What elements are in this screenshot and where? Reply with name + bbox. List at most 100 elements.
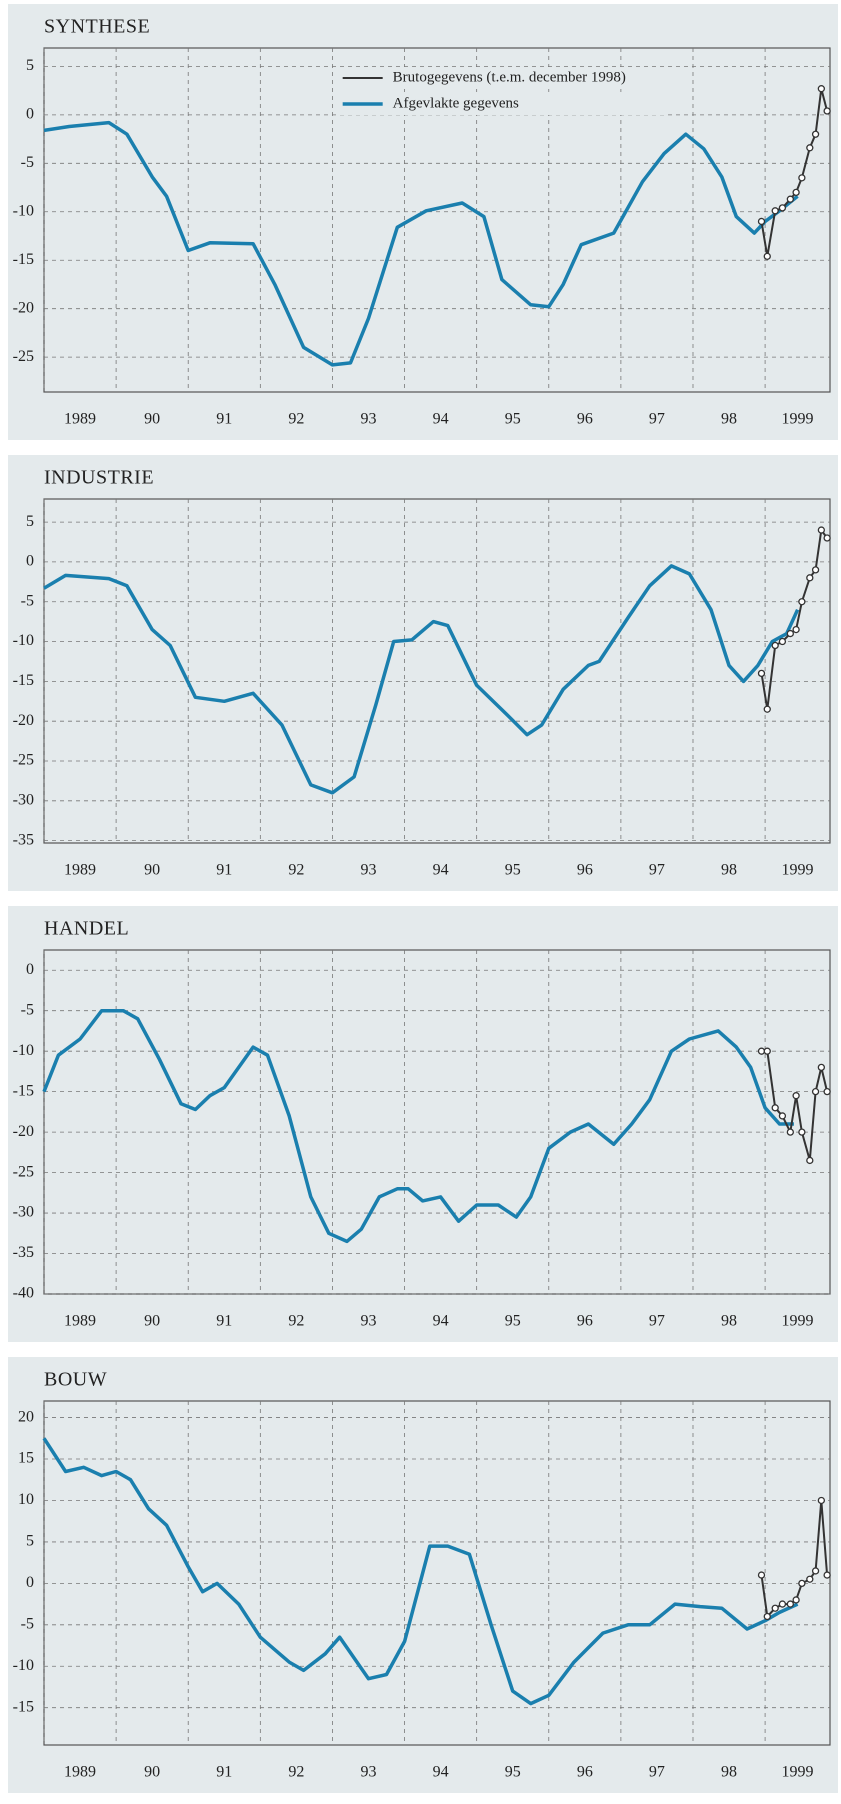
y-tick-label: -10 xyxy=(13,1042,34,1059)
y-tick-label: 0 xyxy=(26,553,34,570)
x-tick-label: 1989 xyxy=(64,1313,96,1330)
data-point xyxy=(798,598,806,606)
chart-title: INDUSTRIE xyxy=(44,467,154,489)
data-point xyxy=(792,188,800,197)
data-point xyxy=(806,144,814,152)
y-tick-label: -35 xyxy=(13,831,34,848)
x-tick-label: 97 xyxy=(649,1313,665,1330)
x-tick-label: 92 xyxy=(288,862,304,879)
x-tick-label: 92 xyxy=(288,1313,304,1330)
data-point xyxy=(757,669,766,678)
y-tick-label: 5 xyxy=(26,513,34,530)
data-point xyxy=(817,85,825,93)
y-tick-label: -25 xyxy=(13,1163,34,1180)
x-tick-label: 96 xyxy=(577,862,593,879)
x-tick-label: 1999 xyxy=(782,1764,814,1781)
x-tick-label: 94 xyxy=(433,1313,449,1330)
data-point xyxy=(763,1612,771,1621)
y-tick-label: -10 xyxy=(13,632,34,649)
x-tick-label: 90 xyxy=(144,1313,160,1330)
x-tick-label: 1989 xyxy=(64,862,96,879)
x-tick-label: 93 xyxy=(360,411,376,428)
x-tick-label: 1999 xyxy=(782,862,814,879)
chart-title: SYNTHESE xyxy=(44,16,150,38)
series-line xyxy=(42,1008,794,1244)
x-tick-label: 95 xyxy=(505,1313,521,1330)
data-point xyxy=(771,1104,779,1112)
y-tick-label: 10 xyxy=(18,1491,34,1508)
x-tick-label: 93 xyxy=(360,862,376,879)
x-tick-label: 96 xyxy=(577,1313,593,1330)
y-tick-label: 20 xyxy=(18,1408,34,1425)
y-tick-label: -40 xyxy=(13,1285,34,1302)
x-tick-label: 93 xyxy=(360,1764,376,1781)
data-point xyxy=(792,625,800,634)
data-point xyxy=(823,534,831,542)
data-point xyxy=(792,1092,800,1100)
data-point xyxy=(798,174,806,182)
data-point xyxy=(778,1600,787,1608)
data-point xyxy=(823,107,831,115)
chart-title: BOUW xyxy=(44,1369,107,1391)
x-tick-label: 90 xyxy=(144,411,160,428)
y-tick-label: -20 xyxy=(13,299,34,316)
x-tick-label: 98 xyxy=(721,862,737,879)
data-point xyxy=(817,1063,825,1072)
y-tick-label: 15 xyxy=(18,1450,34,1467)
y-tick-label: 0 xyxy=(26,106,34,123)
y-tick-label: 0 xyxy=(26,1574,34,1591)
data-point xyxy=(806,1575,814,1583)
data-point xyxy=(798,1128,806,1136)
legend-label: Afgevlakte gegevens xyxy=(393,95,519,111)
y-tick-label: -5 xyxy=(21,1615,34,1632)
y-tick-label: -20 xyxy=(13,1123,34,1140)
x-tick-label: 94 xyxy=(433,862,449,879)
series-line xyxy=(42,1437,799,1706)
x-tick-label: 92 xyxy=(288,411,304,428)
data-point xyxy=(823,1571,831,1579)
data-point xyxy=(757,1571,766,1579)
x-tick-label: 90 xyxy=(144,862,160,879)
x-tick-label: 97 xyxy=(649,1764,665,1781)
x-tick-label: 95 xyxy=(505,1764,521,1781)
data-point xyxy=(811,1567,820,1575)
data-point xyxy=(763,252,771,260)
x-tick-label: 1999 xyxy=(782,1313,814,1330)
series-line xyxy=(43,120,799,367)
y-tick-label: -10 xyxy=(13,202,34,219)
panel-background xyxy=(8,906,838,1342)
data-point xyxy=(757,217,766,226)
y-tick-label: -10 xyxy=(13,1657,34,1674)
legend-label: Brutogegevens (t.e.m. december 1998) xyxy=(393,69,626,85)
data-point xyxy=(763,705,771,713)
y-tick-label: -15 xyxy=(13,672,34,689)
y-tick-label: -5 xyxy=(21,154,34,171)
x-tick-label: 90 xyxy=(144,1764,160,1781)
data-point xyxy=(806,1156,814,1165)
chart-title: HANDEL xyxy=(44,918,129,940)
y-tick-label: -30 xyxy=(13,1204,34,1221)
x-tick-label: 98 xyxy=(721,1764,737,1781)
data-point xyxy=(786,1128,794,1136)
data-point xyxy=(771,641,779,650)
data-point xyxy=(786,1600,794,1608)
data-point xyxy=(792,1596,800,1604)
x-tick-label: 92 xyxy=(288,1764,304,1781)
x-tick-label: 91 xyxy=(216,862,232,879)
y-tick-label: -35 xyxy=(13,1244,34,1261)
data-point xyxy=(817,1496,825,1505)
y-tick-label: -15 xyxy=(13,1698,34,1715)
panel-background xyxy=(8,455,838,891)
data-point xyxy=(806,574,814,582)
x-tick-label: 98 xyxy=(721,1313,737,1330)
y-tick-label: -15 xyxy=(13,1082,34,1099)
data-point xyxy=(811,130,820,138)
legend-background xyxy=(336,93,667,115)
data-point xyxy=(823,1087,831,1096)
data-point xyxy=(771,207,779,215)
x-tick-label: 93 xyxy=(360,1313,376,1330)
x-tick-label: 91 xyxy=(216,1764,232,1781)
x-tick-label: 94 xyxy=(433,1764,449,1781)
data-point xyxy=(763,1047,771,1055)
